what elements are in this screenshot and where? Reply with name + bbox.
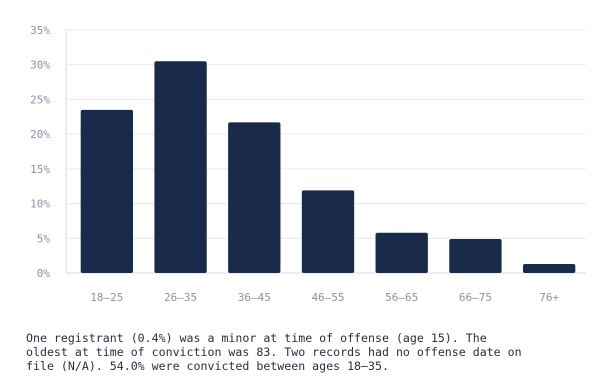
bar-7 [522, 263, 576, 273]
bar-5 [375, 232, 428, 273]
chart-caption: One registrant (0.4%) was a minor at tim… [26, 331, 522, 374]
bar-1 [80, 109, 134, 273]
y-tick-label: 35% [30, 24, 50, 37]
bar-3 [228, 122, 281, 273]
bars [80, 61, 576, 273]
y-axis-tick-labels: 0% 5% 10% 15% 20% 25% 30% 35% [30, 24, 50, 280]
y-tick-label: 30% [30, 59, 50, 72]
y-tick-label: 25% [30, 93, 50, 106]
x-tick-label: 46–55 [311, 291, 344, 304]
age-distribution-chart: 0% 5% 10% 15% 20% 25% 30% 35% 18–25 26–35 36–45 46… [30, 24, 586, 304]
x-tick-label: 66–75 [459, 291, 492, 304]
y-tick-label: 20% [30, 128, 50, 141]
bar-2 [154, 61, 207, 273]
y-tick-label: 10% [30, 198, 50, 211]
bar-4 [301, 190, 355, 273]
y-tick-label: 15% [30, 163, 50, 176]
x-axis-tick-labels: 18–25 26–35 36–45 46–55 56–65 66–75 76+ [90, 291, 559, 304]
x-tick-label: 26–35 [164, 291, 197, 304]
x-tick-label: 18–25 [90, 291, 123, 304]
x-tick-label: 76+ [539, 291, 559, 304]
x-tick-label: 36–45 [238, 291, 271, 304]
y-tick-label: 5% [37, 232, 51, 245]
bar-6 [449, 238, 502, 273]
x-tick-label: 56–65 [385, 291, 418, 304]
y-tick-label: 0% [37, 267, 51, 280]
